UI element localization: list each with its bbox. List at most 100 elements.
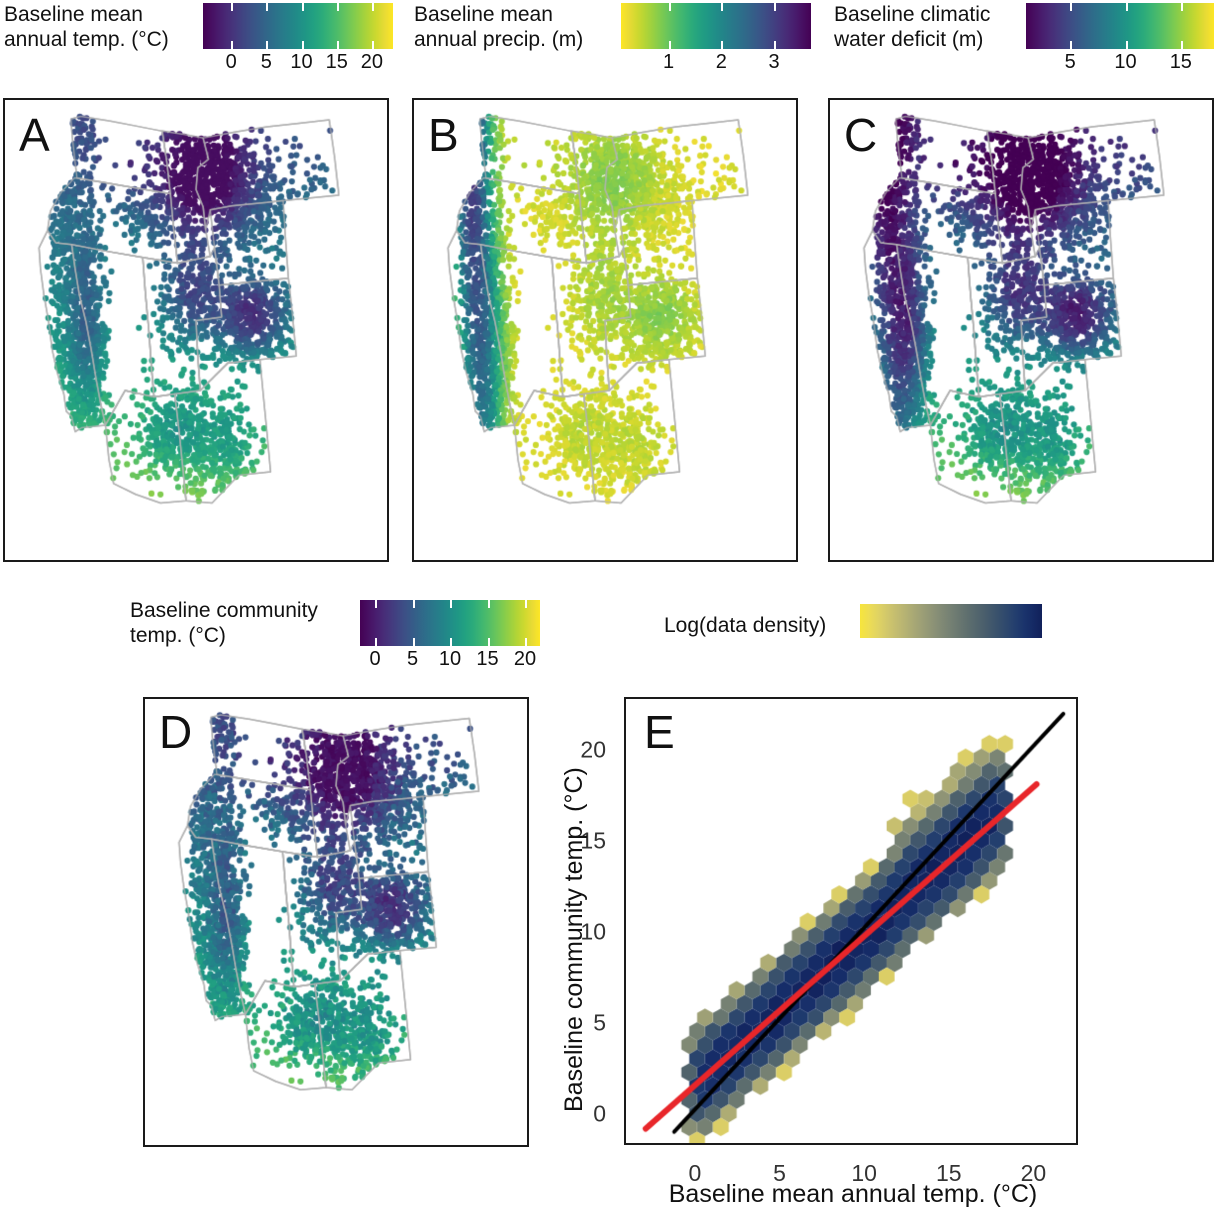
- colorbar-tickmark: [371, 41, 374, 49]
- colorbar-tickmark: [1180, 41, 1183, 49]
- colorbar-tickmark: [412, 638, 415, 646]
- colorbar-tickmark: [231, 41, 234, 49]
- colorbar-tickmark: [266, 3, 269, 11]
- colorbar-tickmark: [1070, 41, 1073, 49]
- colorbar-gradient-community-temp: [360, 600, 540, 646]
- panel-e-y-axis-title: Baseline community temp. (°C): [560, 767, 588, 1112]
- colorbar-tickmark: [1125, 41, 1128, 49]
- colorbar-tickmark: [487, 600, 490, 608]
- colorbar-ticklabels-mean-annual-temp: 0 5 10 15 20: [203, 49, 393, 75]
- colorbar-tick-label: 10: [290, 51, 313, 73]
- colorbar-tick-label: 10: [1114, 51, 1137, 73]
- y-axis-tick-label: 15: [580, 827, 606, 854]
- x-axis-tick-label: 0: [688, 1160, 702, 1186]
- panel-e-y-axis-ticks: 0 5 10 15 20: [556, 697, 618, 1145]
- colorbar-tick-label: 2: [715, 51, 727, 73]
- colorbar-gradient-mean-annual-temp: [203, 3, 393, 49]
- panel-e-x-axis-title: Baseline mean annual temp. (°C): [668, 1180, 1038, 1208]
- colorbar-log-data-density: [860, 604, 1042, 638]
- map-canvas-b: [414, 100, 796, 560]
- colorbar-tickmark: [1070, 3, 1073, 11]
- panel-letter-e: E: [644, 706, 675, 758]
- panel-b-map-mean-annual-precip[interactable]: B: [412, 98, 798, 562]
- panel-letter-b: B: [428, 109, 459, 161]
- colorbar-mean-annual-precip: 1 2 3: [621, 3, 811, 75]
- colorbar-tick-label: 0: [225, 51, 237, 73]
- colorbar-tickmark: [301, 41, 304, 49]
- colorbar-tickmark: [266, 41, 269, 49]
- y-axis-tick-label: 0: [593, 1100, 606, 1127]
- panel-e-x-axis-ticks: 0 5 10 15 20: [624, 1149, 1078, 1186]
- legend-mean-annual-temp: Baseline mean annual temp. (°C): [4, 2, 169, 52]
- x-axis-tick-label: 15: [935, 1160, 962, 1186]
- panel-c-map-climatic-water-deficit[interactable]: C: [828, 98, 1214, 562]
- x-axis-tickmark: [624, 1157, 626, 1165]
- colorbar-tickmark: [450, 638, 452, 646]
- colorbar-tick-label: 3: [768, 51, 780, 73]
- colorbar-climatic-water-deficit: 5 10 15: [1026, 3, 1214, 75]
- y-axis-tick-label: 5: [593, 1009, 606, 1036]
- legend-label-log-data-density: Log(data density): [664, 614, 827, 637]
- colorbar-tickmark: [525, 600, 527, 608]
- panel-letter-c: C: [844, 109, 878, 161]
- panel-d-map-community-temp[interactable]: D: [143, 697, 529, 1147]
- colorbar-tickmark: [487, 638, 490, 646]
- y-axis-tick-label: 10: [580, 918, 606, 945]
- colorbar-tickmark: [525, 638, 527, 646]
- y-axis-tickmark: [556, 705, 564, 707]
- colorbar-ticklabels-climatic-water-deficit: 5 10 15: [1026, 49, 1214, 75]
- colorbar-tickmark: [721, 3, 724, 11]
- colorbar-tickmark: [371, 3, 374, 11]
- colorbar-tickmark: [1180, 3, 1183, 11]
- colorbar-community-temp: 0 5 10 15 20: [360, 600, 540, 672]
- panel-e-hexbin-plot[interactable]: E: [624, 697, 1078, 1145]
- colorbar-tickmark: [412, 600, 415, 608]
- colorbar-tick-label: 5: [406, 648, 419, 670]
- x-axis-tick-label: 10: [851, 1160, 877, 1186]
- colorbar-tick-label: 20: [360, 51, 383, 73]
- colorbar-tickmark: [668, 41, 671, 49]
- colorbar-tick-label: 15: [325, 51, 348, 73]
- legend-log-data-density: Log(data density): [664, 613, 826, 638]
- colorbar-tickmark: [301, 3, 304, 11]
- map-canvas-c: [830, 100, 1212, 560]
- legend-mean-annual-precip: Baseline mean annual precip. (m): [414, 2, 583, 52]
- legend-label-mean-annual-temp: Baseline mean annual temp. (°C): [4, 3, 169, 51]
- legend-label-mean-annual-precip: Baseline mean annual precip. (m): [414, 3, 584, 51]
- colorbar-tick-label: 1: [662, 51, 675, 73]
- colorbar-tickmark: [336, 3, 339, 11]
- colorbar-tick-label: 10: [438, 648, 462, 670]
- colorbar-tickmark: [1125, 3, 1128, 11]
- panel-a-map-mean-annual-temp[interactable]: A: [3, 98, 389, 562]
- colorbar-tick-label: 15: [1169, 51, 1192, 73]
- colorbar-tickmark: [668, 3, 671, 11]
- x-axis-tickmark: [624, 1165, 626, 1173]
- colorbar-tickmark: [375, 600, 377, 608]
- colorbar-tickmark: [774, 41, 777, 49]
- colorbar-tickmark: [721, 41, 724, 49]
- y-axis-tick-label: 20: [580, 736, 606, 763]
- colorbar-gradient-log-data-density: [860, 604, 1042, 638]
- legend-label-climatic-water-deficit: Baseline climatic water deficit (m): [834, 3, 991, 51]
- hexbin-canvas: [626, 699, 1076, 1143]
- colorbar-gradient-climatic-water-deficit: [1026, 3, 1214, 49]
- colorbar-tickmark: [375, 638, 377, 646]
- legend-label-community-temp: Baseline community temp. (°C): [130, 599, 318, 647]
- colorbar-tick-label: 15: [476, 648, 499, 670]
- legend-climatic-water-deficit: Baseline climatic water deficit (m): [834, 2, 990, 52]
- x-axis-tick-label: 20: [1020, 1160, 1047, 1186]
- colorbar-ticklabels-mean-annual-precip: 1 2 3: [621, 49, 811, 75]
- colorbar-gradient-mean-annual-precip: [621, 3, 811, 49]
- panel-letter-d: D: [159, 706, 193, 758]
- colorbar-mean-annual-temp: 0 5 10 15 20: [203, 3, 393, 75]
- colorbar-tickmark: [450, 600, 452, 608]
- colorbar-tick-label: 5: [260, 51, 272, 73]
- colorbar-tick-label: 20: [513, 648, 537, 670]
- panel-letter-a: A: [19, 109, 50, 161]
- colorbar-tick-label: 5: [1064, 51, 1076, 73]
- colorbar-tickmark: [774, 3, 777, 11]
- colorbar-ticklabels-community-temp: 0 5 10 15 20: [360, 646, 540, 672]
- map-canvas-a: [5, 100, 387, 560]
- legend-community-temp: Baseline community temp. (°C): [130, 598, 318, 648]
- x-axis-tickmark: [624, 1149, 626, 1157]
